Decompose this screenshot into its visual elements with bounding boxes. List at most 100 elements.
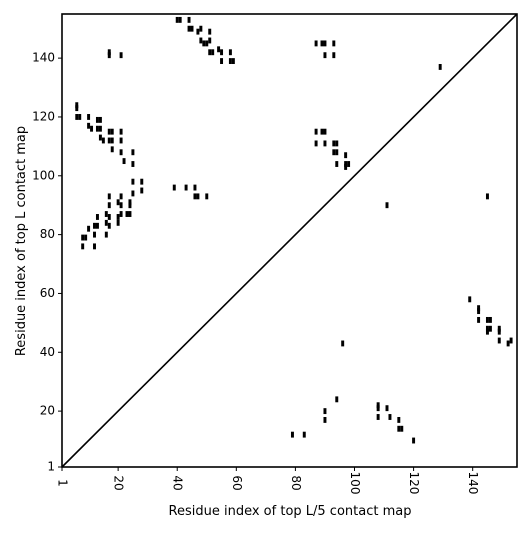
x-tick-label: 40 xyxy=(171,475,185,490)
contact-point-upper xyxy=(220,58,224,65)
contact-point-upper xyxy=(93,231,96,238)
contact-point-upper xyxy=(104,219,108,226)
contact-point-upper xyxy=(196,28,200,35)
contact-point-upper xyxy=(90,125,94,132)
contact-point-upper xyxy=(95,125,99,132)
contact-point-lower xyxy=(485,316,489,323)
contact-point-upper xyxy=(87,122,91,129)
contact-point-upper xyxy=(84,234,88,241)
contact-point-upper xyxy=(320,40,324,47)
contact-point-upper xyxy=(107,202,111,209)
contact-point-upper xyxy=(119,137,123,144)
contact-point-upper xyxy=(314,40,318,47)
contact-point-upper xyxy=(140,187,144,194)
contact-point-upper xyxy=(101,137,105,144)
y-tick-label: 80 xyxy=(40,227,55,241)
contact-point-upper xyxy=(110,146,114,153)
contact-point-upper xyxy=(128,211,132,217)
contact-point-upper xyxy=(95,214,99,220)
contact-point-upper xyxy=(187,25,191,32)
contact-point-upper xyxy=(107,52,111,59)
x-tick-label: 100 xyxy=(348,472,362,495)
contact-point-lower xyxy=(497,337,501,344)
contact-point-upper xyxy=(78,114,82,120)
contact-point-lower xyxy=(302,431,306,438)
contact-point-upper xyxy=(347,161,351,167)
y-tick-label: 100 xyxy=(32,168,55,182)
contact-point-upper xyxy=(98,116,102,123)
contact-point-upper xyxy=(98,134,102,141)
contact-point-upper xyxy=(125,211,129,217)
contact-point-upper xyxy=(107,214,111,220)
contact-point-upper xyxy=(140,178,144,185)
contact-point-lower xyxy=(397,425,401,432)
contact-point-upper xyxy=(208,37,212,44)
contact-point-upper xyxy=(211,49,215,56)
contact-point-upper xyxy=(75,105,79,112)
contact-point-upper xyxy=(323,140,327,147)
contact-point-upper xyxy=(228,58,232,65)
contact-point-upper xyxy=(196,193,200,200)
contact-point-upper xyxy=(107,137,111,144)
contact-point-upper xyxy=(131,161,135,167)
contact-point-lower xyxy=(485,328,489,335)
contact-point-upper xyxy=(314,128,318,135)
contact-point-upper xyxy=(320,128,324,135)
y-tick-label: 140 xyxy=(32,51,55,65)
contact-point-upper xyxy=(323,128,327,135)
contact-point-upper xyxy=(119,52,123,59)
contact-point-upper xyxy=(131,190,135,197)
contact-point-upper xyxy=(98,125,102,132)
contact-point-upper xyxy=(332,40,336,47)
contact-point-lower xyxy=(488,316,492,323)
contact-point-upper xyxy=(314,140,318,147)
x-tick-label: 120 xyxy=(407,472,421,495)
contact-point-upper xyxy=(332,140,336,147)
contact-point-upper xyxy=(332,149,336,156)
contact-point-upper xyxy=(385,202,389,209)
x-tick-label: 80 xyxy=(289,475,303,490)
contact-point-lower xyxy=(506,340,510,347)
contact-point-upper xyxy=(116,199,120,206)
contact-point-upper xyxy=(87,225,91,232)
contact-point-upper xyxy=(119,211,123,217)
contact-point-lower xyxy=(323,416,327,423)
contact-point-upper xyxy=(199,37,203,44)
contact-point-upper xyxy=(335,149,339,156)
contact-point-upper xyxy=(208,49,212,56)
contact-point-upper xyxy=(107,193,111,200)
contact-point-upper xyxy=(107,128,111,135)
contact-point-lower xyxy=(397,416,401,423)
contact-point-lower xyxy=(497,328,501,335)
contact-point-upper xyxy=(335,140,339,147)
contact-point-upper xyxy=(332,52,336,59)
y-tick-label: 1 xyxy=(47,460,55,474)
contact-point-upper xyxy=(93,222,96,229)
x-tick-label: 60 xyxy=(230,475,244,490)
contact-point-upper xyxy=(184,184,188,191)
contact-point-upper xyxy=(104,211,108,217)
contact-point-upper xyxy=(190,25,194,32)
x-tick-label: 140 xyxy=(466,472,480,495)
contact-point-lower xyxy=(509,337,513,344)
x-axis-ticks: 1 20 40 60 80 100 120 140 xyxy=(56,467,480,495)
contact-point-upper xyxy=(116,219,120,226)
x-tick-label: 1 xyxy=(56,479,70,487)
contact-point-upper xyxy=(119,128,123,135)
contact-point-upper xyxy=(193,184,197,191)
contact-point-upper xyxy=(116,214,120,220)
y-axis-label: Residue index of top L contact map xyxy=(14,126,29,356)
contact-point-upper xyxy=(128,199,132,206)
contact-point-upper xyxy=(131,178,135,185)
contact-point-lower xyxy=(376,405,380,412)
contact-point-upper xyxy=(187,16,191,23)
contact-point-upper xyxy=(208,28,212,35)
y-tick-label: 40 xyxy=(40,345,55,359)
contact-point-lower xyxy=(323,408,327,415)
contact-point-upper xyxy=(323,40,327,47)
contact-point-upper xyxy=(217,46,221,53)
contact-point-upper xyxy=(335,161,339,167)
contact-point-upper xyxy=(95,222,99,229)
